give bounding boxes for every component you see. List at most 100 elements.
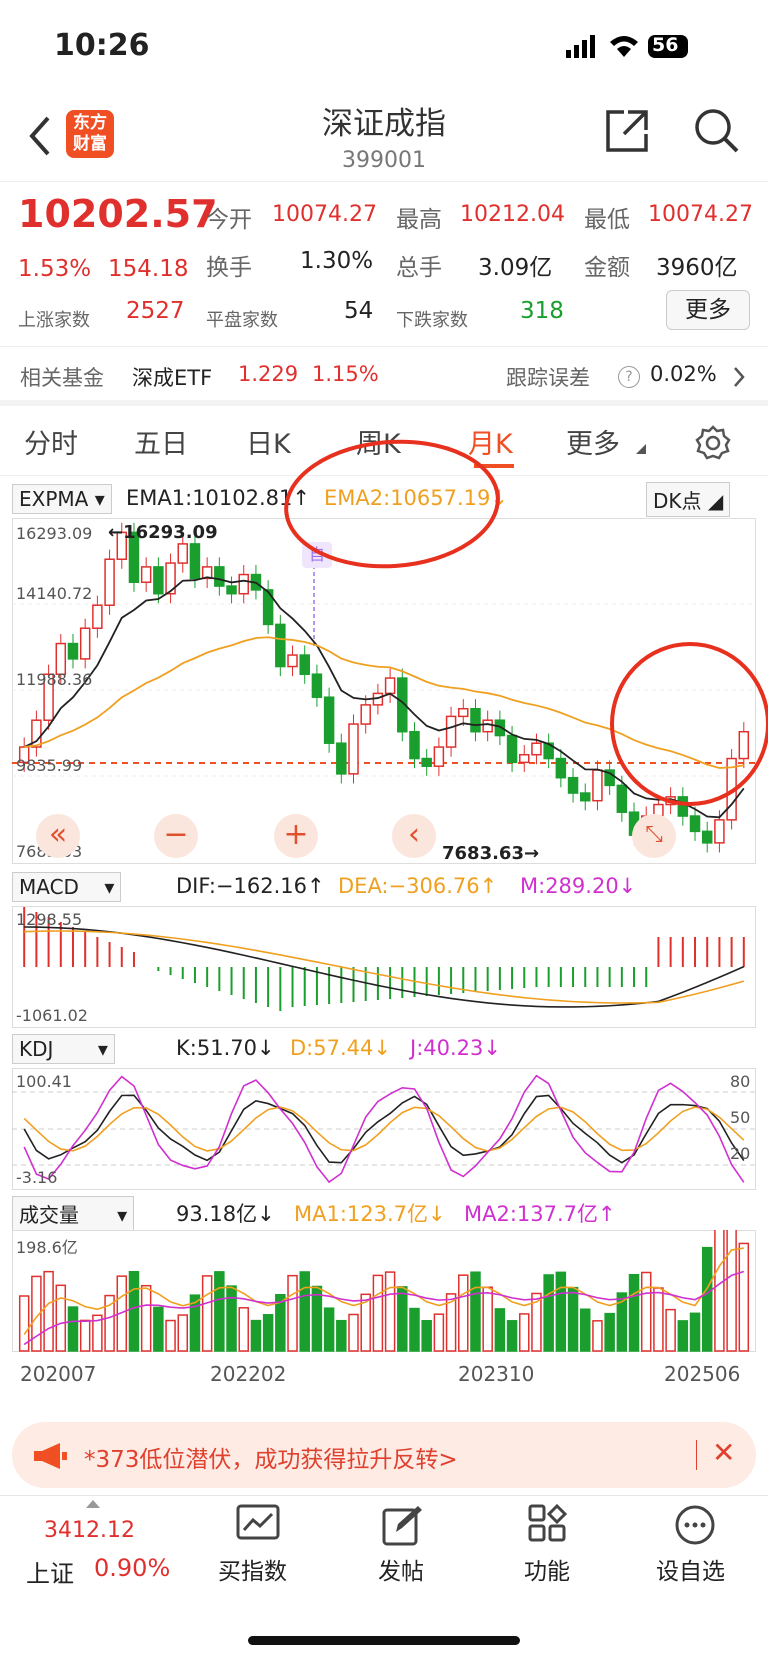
hand-drawn-circle-annotation bbox=[284, 439, 500, 569]
zoom-in-button[interactable]: + bbox=[274, 814, 318, 858]
indicator-select-kdj[interactable]: KDJ ▾ bbox=[12, 1034, 115, 1064]
tab-five-day[interactable]: 五日 bbox=[134, 429, 188, 460]
volume-ma1-line bbox=[23, 1247, 744, 1335]
dif-line bbox=[24, 926, 745, 1008]
kdj-d: D:57.44↓ bbox=[290, 1036, 391, 1060]
candle-body bbox=[336, 742, 347, 775]
volume-bar bbox=[579, 1308, 591, 1352]
low-marker: 7683.63→ bbox=[442, 843, 540, 864]
status-icons bbox=[566, 35, 688, 58]
volume-bar bbox=[640, 1271, 652, 1352]
up-count-label: 上涨家数 bbox=[18, 310, 90, 331]
share-icon[interactable] bbox=[604, 108, 650, 154]
back-icon[interactable] bbox=[26, 116, 54, 156]
market-index-pct[interactable]: 0.90% bbox=[94, 1554, 171, 1582]
volume-bar bbox=[238, 1307, 249, 1352]
scroll-left-button[interactable]: ‹ bbox=[392, 814, 436, 858]
candle-body bbox=[177, 543, 189, 564]
volume-bar bbox=[287, 1274, 298, 1352]
volume-ma1: MA1:123.7亿↓ bbox=[294, 1202, 446, 1226]
volume-label: 总手 bbox=[396, 255, 442, 281]
tab-monthly-k[interactable]: 月K bbox=[468, 429, 513, 460]
j-line bbox=[23, 1074, 745, 1184]
volume-bar bbox=[323, 1307, 335, 1352]
fund-label: 相关基金 bbox=[20, 366, 104, 390]
scroll-left-fast-button[interactable]: « bbox=[36, 814, 80, 858]
help-icon[interactable]: ? bbox=[618, 366, 640, 388]
volume-bar bbox=[250, 1319, 262, 1352]
gear-icon[interactable] bbox=[694, 424, 732, 462]
indicator-select-volume[interactable]: 成交量 ▾ bbox=[12, 1196, 135, 1231]
volume-value: 93.18亿↓ bbox=[176, 1202, 275, 1226]
down-count-label: 下跌家数 bbox=[396, 310, 468, 331]
kline-chart[interactable] bbox=[12, 518, 756, 864]
volume-bar bbox=[543, 1274, 554, 1352]
search-icon[interactable] bbox=[692, 106, 740, 154]
tab-more[interactable]: 更多 bbox=[566, 429, 620, 460]
volume-bar bbox=[311, 1285, 323, 1352]
tracking-error-label: 跟踪误差 bbox=[506, 366, 590, 390]
tab-intraday[interactable]: 分时 bbox=[24, 429, 78, 460]
low-value: 10074.27 bbox=[648, 202, 753, 227]
candle-body bbox=[348, 723, 359, 775]
functions-button[interactable]: 功能 bbox=[524, 1559, 570, 1585]
candle-body bbox=[531, 742, 542, 756]
change-value: 154.18 bbox=[108, 256, 189, 282]
fullscreen-button[interactable]: ⤡ bbox=[632, 814, 676, 858]
candle-body bbox=[262, 589, 274, 626]
candle-body bbox=[153, 566, 164, 595]
change-pct: 1.53% bbox=[18, 256, 92, 282]
market-index-price[interactable]: 3412.12 bbox=[44, 1518, 135, 1543]
add-watchlist-button[interactable]: 设自选 bbox=[656, 1559, 725, 1585]
dk-point-button[interactable]: DK点 ◢ bbox=[646, 482, 731, 517]
volume-bar bbox=[201, 1275, 213, 1352]
tab-daily-k[interactable]: 日K bbox=[246, 429, 291, 460]
candle-body bbox=[482, 719, 493, 733]
candle-body bbox=[519, 753, 530, 764]
dropdown-triangle-icon bbox=[636, 444, 646, 454]
volume-bar bbox=[494, 1308, 506, 1352]
volume-chart bbox=[12, 1230, 756, 1352]
volume-bar bbox=[519, 1313, 530, 1352]
candle-body bbox=[360, 704, 371, 725]
buy-index-button[interactable]: 买指数 bbox=[218, 1559, 287, 1585]
candle-body bbox=[616, 784, 628, 813]
fund-pct: 1.15% bbox=[312, 362, 379, 386]
turnover-value: 1.30% bbox=[300, 248, 374, 274]
post-button[interactable]: 发帖 bbox=[378, 1559, 424, 1585]
more-button[interactable]: 更多 bbox=[666, 290, 750, 330]
volume-bar bbox=[555, 1271, 567, 1352]
hand-drawn-circle-annotation-2 bbox=[610, 642, 768, 806]
open-label: 今开 bbox=[206, 207, 252, 233]
low-label: 最低 bbox=[584, 207, 630, 233]
volume-bar bbox=[726, 1230, 737, 1352]
ema1-value: EMA1:10102.81↑ bbox=[126, 486, 310, 510]
kdj-line-50: 50 bbox=[730, 1108, 751, 1127]
axis-level-2: 14140.72 bbox=[16, 584, 93, 603]
flat-count: 54 bbox=[344, 298, 374, 324]
axis-max: 16293.09 bbox=[16, 524, 93, 543]
candle-body bbox=[67, 642, 79, 660]
volume-bar bbox=[677, 1320, 689, 1352]
volume-bar bbox=[360, 1293, 371, 1352]
axis-level-4: 9835.99 bbox=[16, 756, 83, 775]
volume-bar bbox=[397, 1286, 408, 1352]
volume-bars bbox=[18, 1230, 750, 1352]
volume-bar bbox=[628, 1273, 640, 1352]
volume-bar bbox=[616, 1292, 628, 1352]
market-index-name[interactable]: 上证 bbox=[26, 1560, 74, 1588]
indicator-select-expma[interactable]: EXPMA ▾ bbox=[12, 484, 112, 514]
close-icon[interactable]: ✕ bbox=[712, 1436, 736, 1469]
battery-level: 56 bbox=[652, 34, 679, 56]
amount-label: 金额 bbox=[584, 255, 630, 281]
candle-body bbox=[238, 573, 249, 595]
volume-bar bbox=[79, 1319, 91, 1352]
date-label-4: 202506 bbox=[664, 1362, 741, 1386]
volume-bar bbox=[409, 1307, 420, 1352]
zoom-out-button[interactable]: − bbox=[154, 814, 198, 858]
ema2-value: EMA2:10657.19↓ bbox=[324, 486, 508, 510]
volume-bar bbox=[433, 1313, 445, 1352]
volume-bar bbox=[177, 1314, 189, 1352]
promo-banner[interactable]: *373低位潜伏，成功获得拉升反转> ✕ bbox=[12, 1422, 756, 1488]
indicator-select-macd[interactable]: MACD ▾ bbox=[12, 872, 122, 902]
